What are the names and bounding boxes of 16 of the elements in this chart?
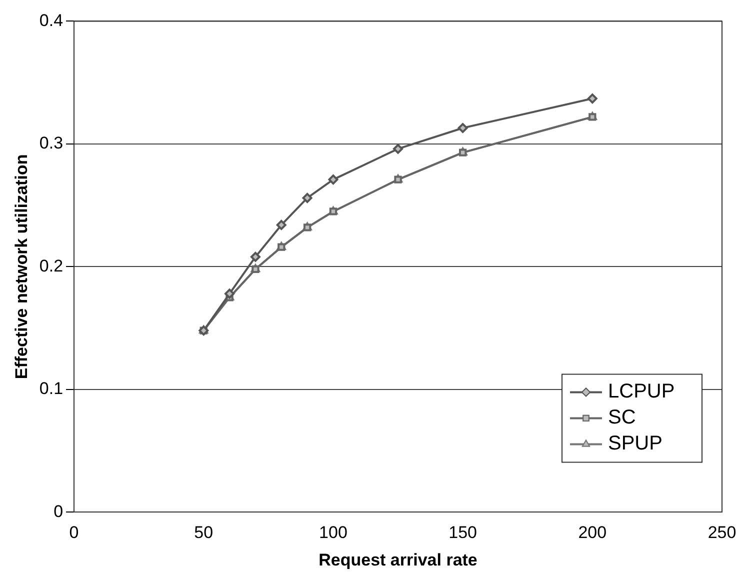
y-tick-label: 0.4: [39, 10, 64, 30]
legend-label: SC: [608, 406, 636, 429]
y-tick-label: 0: [54, 502, 64, 521]
y-tick-label: 0.3: [39, 134, 64, 153]
x-tick-label: 0: [69, 523, 79, 542]
legend-label: LCPUP: [608, 380, 675, 403]
x-tick-label: 100: [319, 523, 348, 542]
legend-label: SPUP: [608, 432, 662, 455]
y-axis-title: Effective network utilization: [12, 154, 31, 380]
x-tick-label: 250: [708, 523, 736, 542]
y-tick-label: 0.1: [39, 379, 64, 398]
x-tick-label: 200: [578, 523, 607, 542]
x-tick-label: 50: [194, 523, 214, 542]
y-tick-label: 0.2: [39, 256, 64, 276]
x-tick-label: 150: [448, 523, 477, 542]
x-axis-title: Request arrival rate: [318, 550, 478, 570]
